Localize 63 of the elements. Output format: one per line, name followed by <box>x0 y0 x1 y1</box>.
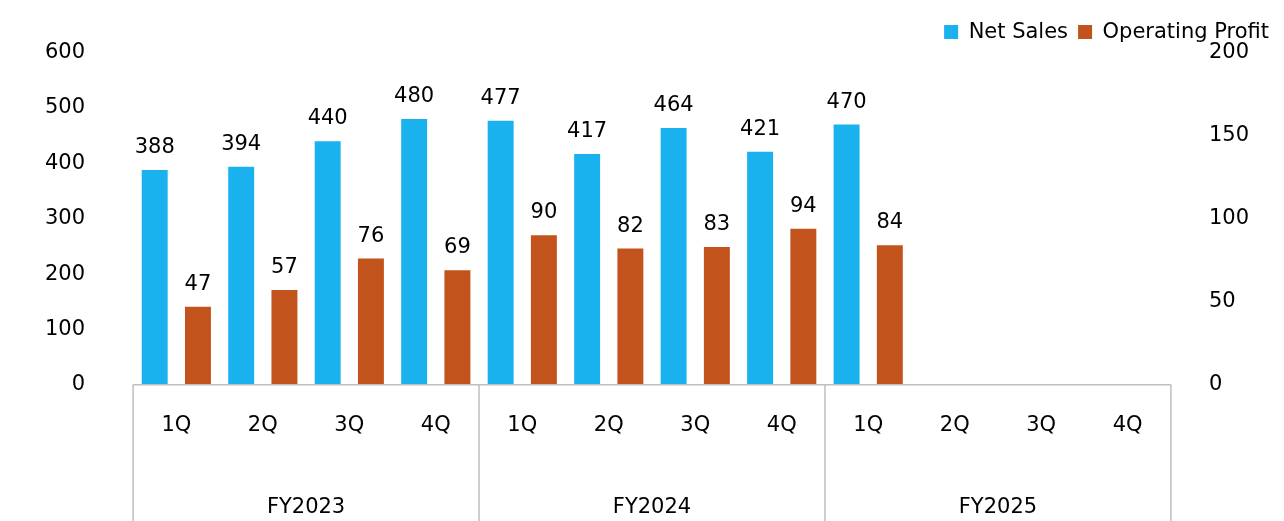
bar <box>357 258 384 385</box>
y2-tick-label: 100 <box>1208 205 1250 230</box>
x-tick-label: 4Q <box>1112 411 1143 436</box>
bar <box>444 270 471 385</box>
bar <box>617 248 644 385</box>
bar <box>574 153 601 385</box>
bar <box>271 290 298 385</box>
bar <box>487 120 514 385</box>
data-label: 394 <box>221 130 262 155</box>
text: FY2023 <box>266 494 346 519</box>
x-tick-label: 3Q <box>1026 411 1057 436</box>
y-tick-label: 200 <box>44 260 86 285</box>
data-label: 69 <box>444 234 471 259</box>
bar <box>790 228 817 385</box>
data-label: 90 <box>530 199 558 224</box>
x-tick-label: 1Q <box>507 411 538 436</box>
text: FY2025 <box>958 494 1038 519</box>
bar <box>876 245 903 385</box>
x-tick-label: 2Q <box>593 411 624 436</box>
data-label: 417 <box>567 117 608 142</box>
bar <box>228 166 255 385</box>
bar <box>184 306 211 385</box>
bar <box>660 127 687 385</box>
bar <box>530 235 557 385</box>
y-tick-label: 0 <box>71 371 86 396</box>
data-label: 57 <box>271 254 298 279</box>
data-label: 464 <box>653 91 694 116</box>
x-tick-label: 2Q <box>939 411 970 436</box>
x-tick-label: 3Q <box>334 411 365 436</box>
legend-label: Net Sales <box>968 18 1069 43</box>
text: FY2024 <box>612 494 692 519</box>
data-label: 83 <box>703 210 731 235</box>
bar <box>833 124 860 385</box>
x-tick-label: 4Q <box>766 411 797 436</box>
bar <box>141 169 168 385</box>
y2-tick-label: 150 <box>1208 122 1250 147</box>
data-label: 440 <box>307 105 348 130</box>
y-tick-label: 400 <box>44 149 86 174</box>
bar <box>401 119 428 385</box>
data-label: 470 <box>826 88 867 113</box>
x-tick-label: 1Q <box>161 411 192 436</box>
data-label: 84 <box>876 209 904 234</box>
data-label: 82 <box>617 212 644 237</box>
x-tick-label: 3Q <box>680 411 711 436</box>
data-label: 388 <box>134 133 175 158</box>
x-tick-label: 4Q <box>420 411 451 436</box>
y2-tick-label: 0 <box>1208 371 1223 396</box>
x-tick-label: 2Q <box>247 411 278 436</box>
bar <box>314 141 341 385</box>
bar <box>747 151 774 385</box>
data-label: 477 <box>480 84 521 109</box>
y2-tick-label: 50 <box>1208 288 1236 313</box>
data-label: 421 <box>740 115 781 140</box>
y-tick-label: 600 <box>44 39 86 64</box>
data-label: 94 <box>789 192 817 217</box>
y-tick-label: 300 <box>44 205 86 230</box>
data-label: 47 <box>184 270 212 295</box>
y-tick-label: 100 <box>44 315 86 340</box>
y-tick-label: 500 <box>44 94 86 119</box>
bar <box>703 246 730 385</box>
data-label: 76 <box>357 222 385 247</box>
data-label: 480 <box>394 82 435 107</box>
x-tick-label: 1Q <box>853 411 884 436</box>
